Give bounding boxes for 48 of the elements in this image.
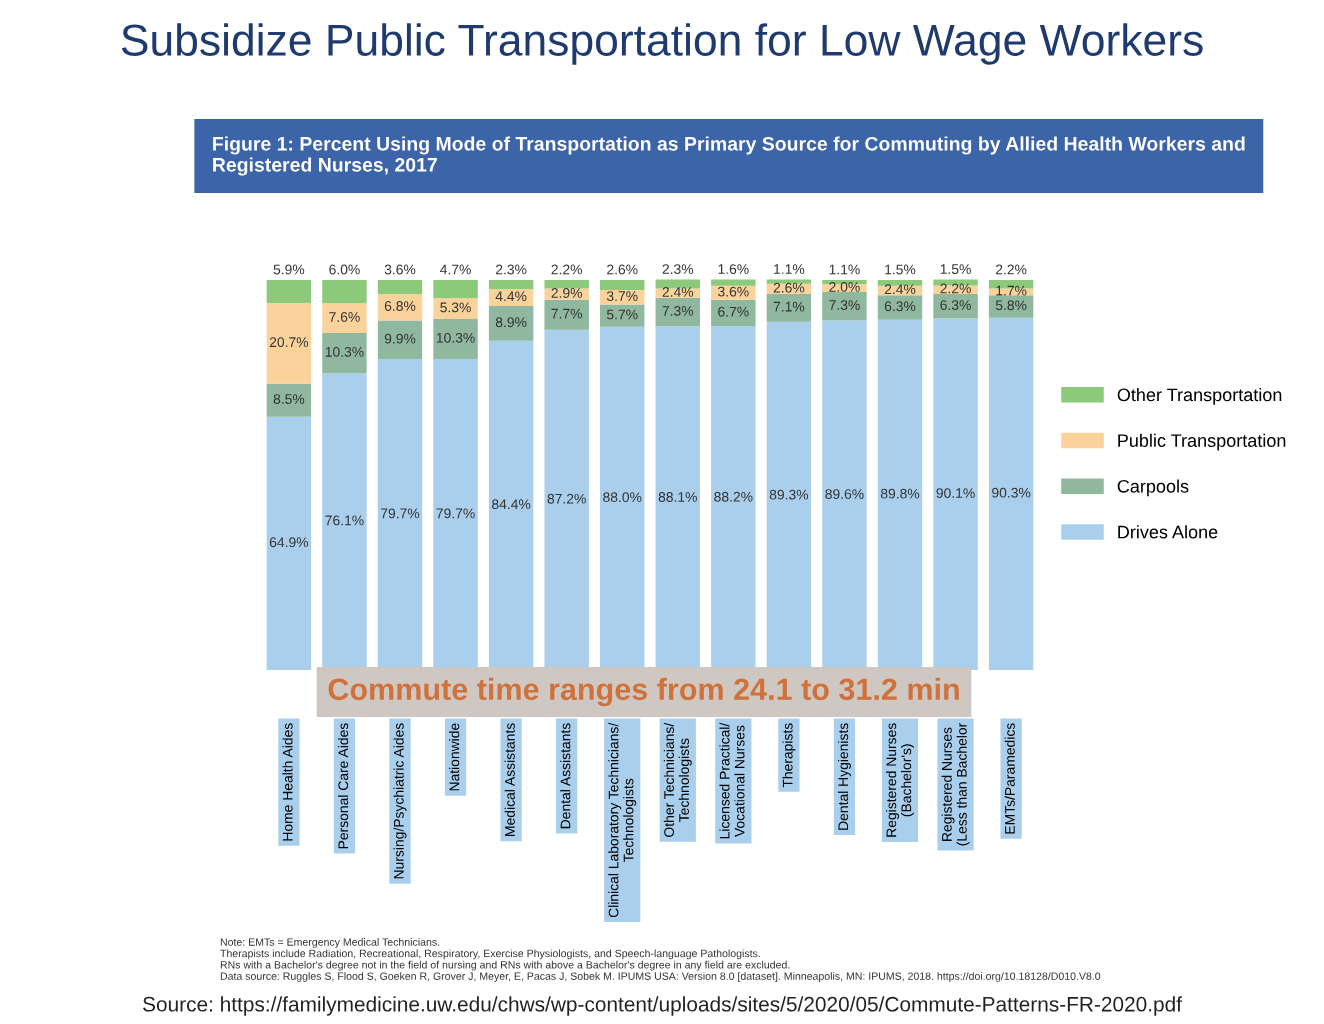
bar <box>266 416 312 670</box>
bar <box>877 319 923 670</box>
legend-label: Other Transportation <box>1117 388 1282 405</box>
bar <box>266 302 312 384</box>
bar <box>544 329 589 670</box>
legend-label: Public Transportation <box>1118 433 1286 451</box>
bar <box>711 299 756 326</box>
bar <box>433 318 478 360</box>
bar <box>544 299 589 330</box>
bar <box>322 332 367 374</box>
bar <box>711 325 756 670</box>
bar <box>266 383 312 417</box>
bar <box>988 317 1034 670</box>
bar <box>933 318 978 670</box>
bar <box>266 279 312 303</box>
bar <box>544 279 589 289</box>
bar <box>488 340 534 670</box>
legend-label: Carpools <box>1117 479 1189 497</box>
chart-subtitle: Figure 1: Percent Using Mode of Transportation as Primary Source for Commuting by Allied Health Workers and Registered Nurses, 2017 <box>213 136 1245 176</box>
bar <box>377 279 423 294</box>
text: Commute time ranges from 24.1 to 31.2 min <box>328 677 959 707</box>
bar <box>377 320 423 360</box>
bar <box>766 293 812 322</box>
bar <box>377 359 423 670</box>
bar <box>933 293 978 319</box>
bar <box>766 321 812 670</box>
bar <box>600 279 645 291</box>
bar <box>600 304 645 327</box>
bar <box>822 320 867 670</box>
bar <box>322 373 367 670</box>
bar <box>322 303 367 333</box>
legend-label: Drives Alone <box>1118 525 1218 539</box>
bar <box>488 306 534 341</box>
bar <box>988 295 1034 318</box>
chart-title: Subsidize Public Transportation for Low Wage Workers <box>121 23 1203 65</box>
bar <box>488 279 534 289</box>
bar <box>877 279 923 286</box>
bar <box>877 295 923 320</box>
bar <box>655 297 700 327</box>
bar <box>711 279 756 286</box>
bar <box>600 326 645 670</box>
bar <box>822 292 867 321</box>
bar <box>322 279 367 304</box>
bar <box>433 279 478 299</box>
bar <box>433 359 478 670</box>
bar <box>433 298 478 319</box>
bar <box>655 326 700 670</box>
source-note: Source: https://familymedicine.uw.edu/chws/wp-content/uploads/sites/5/2020/05/Commute-Patterns-FR-2020.pdf <box>143 996 1183 1016</box>
